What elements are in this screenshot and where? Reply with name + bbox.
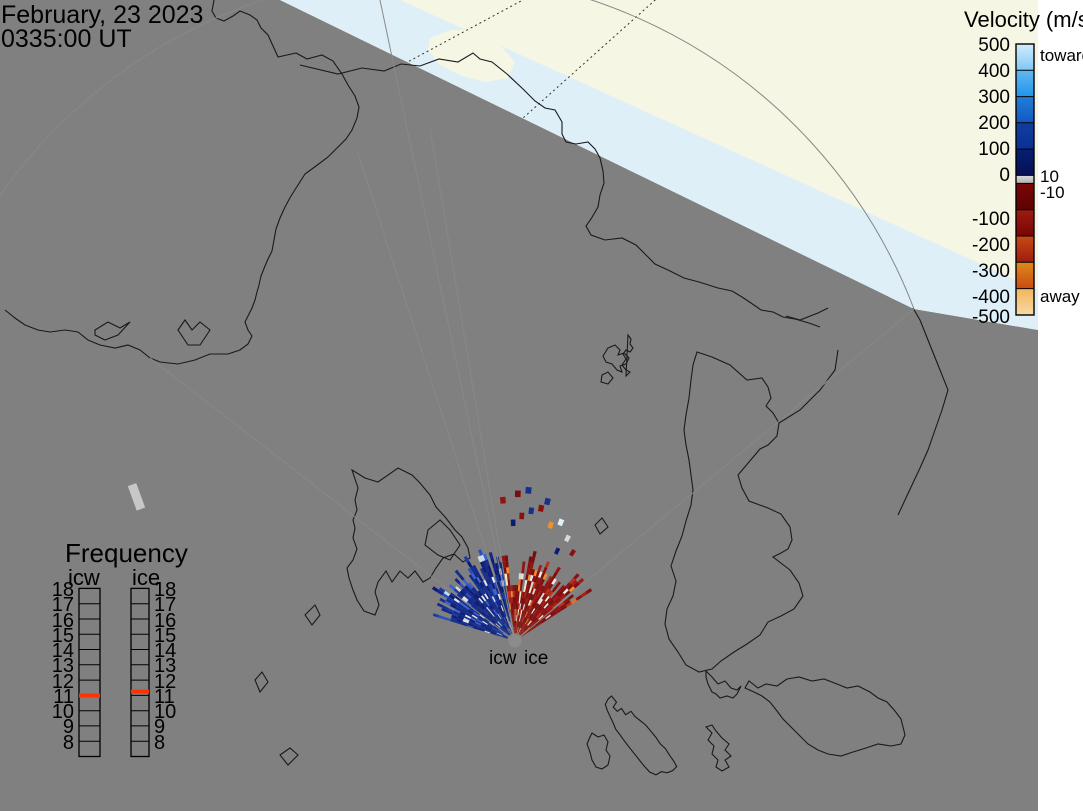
- svg-text:-200: -200: [972, 235, 1010, 256]
- svg-text:-400: -400: [972, 287, 1010, 308]
- svg-text:-500: -500: [972, 307, 1010, 328]
- svg-text:ice: ice: [524, 648, 548, 669]
- svg-text:200: 200: [978, 113, 1010, 134]
- svg-text:8: 8: [154, 732, 165, 754]
- svg-text:400: 400: [978, 61, 1010, 82]
- svg-text:-10: -10: [1040, 183, 1065, 202]
- svg-text:icw: icw: [489, 648, 517, 669]
- svg-text:0335:00 UT: 0335:00 UT: [1, 25, 132, 53]
- svg-text:Frequency: Frequency: [65, 538, 188, 568]
- svg-text:Velocity (m/s): Velocity (m/s): [964, 7, 1083, 32]
- svg-text:away: away: [1040, 287, 1080, 306]
- svg-text:500: 500: [978, 35, 1010, 56]
- svg-text:8: 8: [63, 732, 74, 754]
- svg-text:toward: toward: [1040, 46, 1083, 65]
- svg-text:300: 300: [978, 87, 1010, 108]
- svg-text:0: 0: [999, 165, 1010, 186]
- svg-text:100: 100: [978, 139, 1010, 160]
- svg-text:-100: -100: [972, 209, 1010, 230]
- svg-text:-300: -300: [972, 261, 1010, 282]
